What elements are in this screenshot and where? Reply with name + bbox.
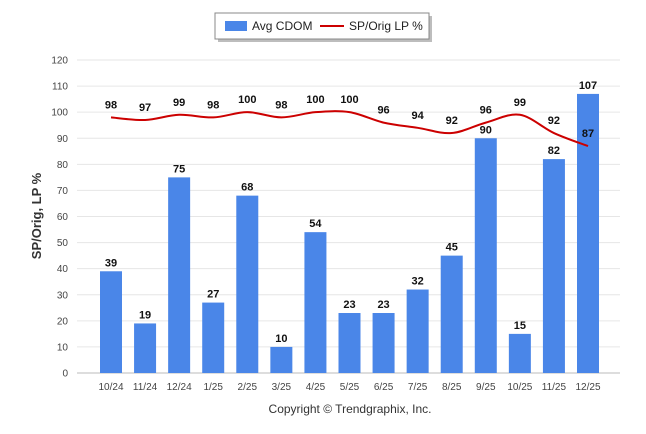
x-tick-label: 11/25 [542, 382, 567, 393]
x-tick-label: 9/25 [476, 382, 496, 393]
bar-value-label: 19 [139, 309, 151, 321]
bar-value-label: 23 [343, 299, 355, 311]
x-tick-label: 10/24 [98, 382, 123, 393]
x-tick-label: 12/24 [167, 382, 192, 393]
bar-value-label: 82 [548, 145, 560, 157]
y-tick-label: 20 [57, 316, 69, 327]
bar-value-label: 107 [579, 80, 597, 92]
y-tick-label: 80 [57, 160, 69, 171]
bar [406, 289, 429, 373]
legend: Avg CDOM SP/Orig LP % [214, 12, 432, 42]
x-tick-label: 1/25 [203, 382, 223, 393]
x-tick-label: 12/25 [575, 382, 600, 393]
bar [508, 333, 531, 373]
line-value-label: 96 [480, 105, 492, 117]
line-value-label: 98 [105, 99, 117, 111]
copyright-text: Copyright © Trendgraphix, Inc. [269, 402, 432, 416]
bar-value-label: 75 [173, 163, 185, 175]
x-tick-label: 8/25 [442, 382, 462, 393]
legend-label-line: SP/Orig LP % [349, 19, 423, 33]
y-tick-label: 10 [57, 342, 69, 353]
y-axis-ticks: 0 10 20 30 40 50 60 70 80 90 100 110 120 [51, 56, 68, 380]
x-tick-label: 7/25 [408, 382, 428, 393]
bar [202, 302, 225, 373]
series-line [110, 110, 589, 148]
bar [338, 313, 361, 373]
x-axis-ticks: 10/24 11/24 12/24 1/25 2/25 3/25 4/25 5/25 6/25 7… [98, 382, 600, 393]
bars-avg-cdom [100, 93, 599, 374]
bar-value-label: 23 [377, 299, 389, 311]
bar [577, 93, 599, 374]
x-tick-label: 10/25 [507, 382, 532, 393]
bar-value-label: 32 [412, 276, 424, 288]
y-tick-label: 110 [52, 82, 68, 93]
bar-value-label: 90 [480, 124, 492, 136]
y-tick-label: 70 [57, 186, 69, 197]
line-value-label: 94 [412, 110, 425, 122]
line-value-label: 98 [207, 99, 219, 111]
line-sp-orig-lp [110, 110, 589, 148]
legend-label-bar: Avg CDOM [252, 19, 312, 33]
bar-value-label: 39 [105, 257, 117, 269]
x-tick-label: 3/25 [272, 382, 292, 393]
x-tick-label: 6/25 [374, 382, 394, 393]
y-tick-label: 120 [51, 56, 68, 67]
bar-value-label: 68 [241, 182, 253, 194]
bar [270, 346, 293, 373]
bar [236, 195, 259, 373]
y-axis-title: SP/Orig, LP % [29, 172, 44, 259]
line-value-label: 99 [173, 97, 185, 109]
line-data-labels: 98 97 99 98 100 98 100 100 96 94 92 96 99 92 87 [105, 94, 594, 140]
legend-swatch-bar [225, 21, 247, 31]
bar-value-label: 10 [275, 333, 287, 345]
line-value-label: 99 [514, 97, 526, 109]
bar-value-label: 45 [446, 242, 458, 254]
y-tick-label: 60 [57, 212, 69, 223]
bar [168, 177, 191, 373]
bar [542, 159, 565, 373]
y-tick-label: 90 [57, 134, 69, 145]
line-value-label: 98 [275, 99, 287, 111]
x-tick-label: 4/25 [306, 382, 326, 393]
line-value-label: 92 [446, 115, 458, 127]
line-value-label: 97 [139, 102, 151, 114]
line-value-label: 100 [340, 94, 358, 106]
y-tick-label: 0 [62, 369, 68, 380]
bar [134, 323, 157, 373]
bar-value-label: 27 [207, 289, 219, 301]
line-value-label: 100 [306, 94, 324, 106]
bar [100, 271, 122, 373]
y-tick-label: 100 [51, 108, 68, 119]
bar [372, 313, 395, 373]
x-tick-label: 2/25 [238, 382, 258, 393]
bar-value-label: 54 [309, 218, 322, 230]
x-tick-label: 11/24 [133, 382, 158, 393]
bar [474, 138, 497, 373]
x-tick-label: 5/25 [340, 382, 360, 393]
bar-data-labels: 39 19 75 27 68 10 54 23 23 32 45 90 15 82 107 [105, 80, 597, 345]
y-tick-label: 30 [57, 290, 69, 301]
line-value-label: 92 [548, 115, 560, 127]
line-value-label: 100 [238, 94, 256, 106]
line-value-label: 87 [582, 128, 594, 140]
y-tick-label: 50 [57, 238, 69, 249]
y-tick-label: 40 [57, 264, 69, 275]
line-value-label: 96 [377, 105, 389, 117]
bar [440, 255, 463, 373]
bar [304, 232, 327, 373]
bar-value-label: 15 [514, 320, 526, 332]
